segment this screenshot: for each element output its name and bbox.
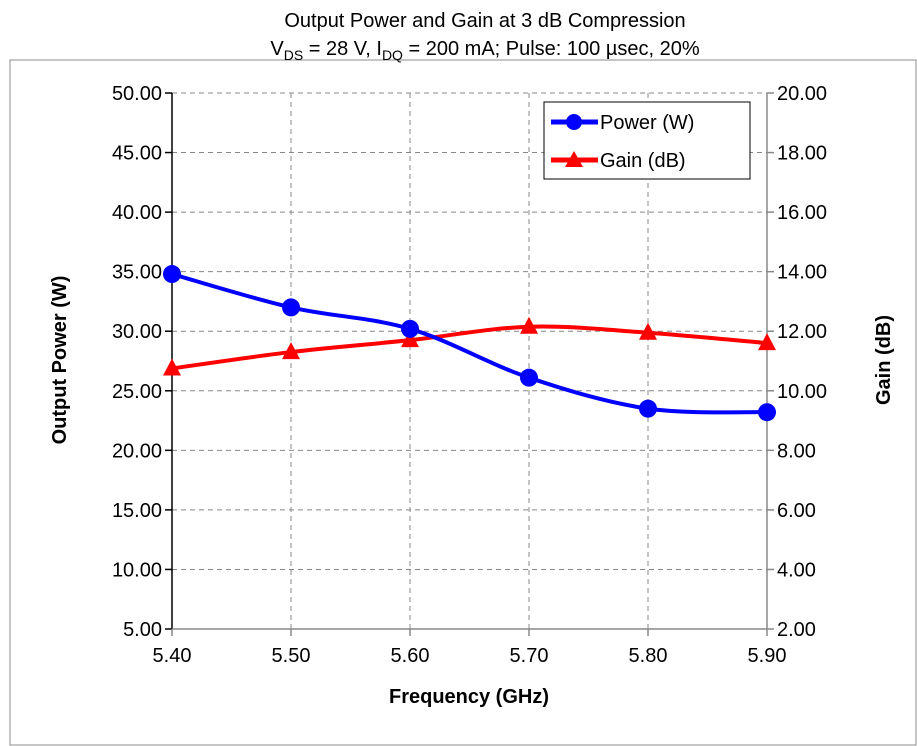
y-tick-label: 10.00 xyxy=(112,559,162,581)
chart-area-border xyxy=(9,59,917,746)
gain-point xyxy=(401,330,419,348)
x-axis-title: Frequency (GHz) xyxy=(389,686,549,708)
chart-title: Output Power and Gain at 3 dB Compressio… xyxy=(284,10,685,32)
power-point xyxy=(163,265,181,284)
x-tick-label: 5.50 xyxy=(272,645,311,667)
x-tick-label: 5.90 xyxy=(748,645,787,667)
power-point xyxy=(282,298,300,317)
power-point xyxy=(639,399,657,418)
legend-power-label: Power (W) xyxy=(600,112,694,134)
gain-point xyxy=(163,358,181,376)
y2-tick-label: 16.00 xyxy=(777,202,827,224)
series-layer xyxy=(163,265,776,422)
y2-tick-label: 14.00 xyxy=(777,262,827,284)
y2-tick-label: 12.00 xyxy=(777,321,827,343)
y-tick-label: 35.00 xyxy=(112,262,162,284)
y-tick-label: 45.00 xyxy=(112,143,162,165)
gain-point xyxy=(758,333,776,351)
y2-tick-label: 2.00 xyxy=(777,619,816,641)
power-point xyxy=(401,319,419,338)
grid-lines xyxy=(172,92,767,629)
y-axis-title: Output Power (W) xyxy=(49,276,71,445)
y-tick-label: 25.00 xyxy=(112,381,162,403)
y2-tick-label: 4.00 xyxy=(777,559,816,581)
x-tick-label: 5.40 xyxy=(153,645,192,667)
legend-gain-label: Gain (dB) xyxy=(600,150,686,172)
legend: Power (W) Gain (dB) xyxy=(543,101,751,180)
gain-point xyxy=(282,342,300,360)
legend-power-marker xyxy=(566,114,582,130)
x-tick-label: 5.80 xyxy=(629,645,668,667)
y2-tick-label: 10.00 xyxy=(777,381,827,403)
y2-tick-label: 6.00 xyxy=(777,500,816,522)
y-tick-label: 20.00 xyxy=(112,440,162,462)
subtitle-part: DS xyxy=(284,47,303,63)
subtitle-part: V xyxy=(270,38,284,60)
y2-axis-title: Gain (dB) xyxy=(873,315,895,405)
y2-tick-label: 8.00 xyxy=(777,440,816,462)
gain-point xyxy=(520,316,538,334)
series-line-gain xyxy=(171,324,768,371)
y2-tick-label: 20.00 xyxy=(777,83,827,105)
subtitle-part: = 28 V, I xyxy=(303,38,382,60)
subtitle-part: = 200 mA; Pulse: 100 µsec, 20% xyxy=(403,38,700,60)
y-tick-label: 5.00 xyxy=(123,619,162,641)
power-point xyxy=(520,368,538,387)
power-point xyxy=(758,403,776,422)
x-tick-label: 5.60 xyxy=(391,645,430,667)
chart-subtitle: VDS = 28 V, IDQ = 200 mA; Pulse: 100 µse… xyxy=(270,38,699,63)
y-tick-label: 15.00 xyxy=(112,500,162,522)
legend-gain-marker xyxy=(565,151,583,167)
y2-tick-label: 18.00 xyxy=(777,143,827,165)
y-tick-label: 40.00 xyxy=(112,202,162,224)
subtitle-part: DQ xyxy=(382,47,403,63)
x-tick-label: 5.70 xyxy=(510,645,549,667)
y-tick-label: 30.00 xyxy=(112,321,162,343)
gain-point xyxy=(639,322,657,340)
y-tick-label: 50.00 xyxy=(112,83,162,105)
